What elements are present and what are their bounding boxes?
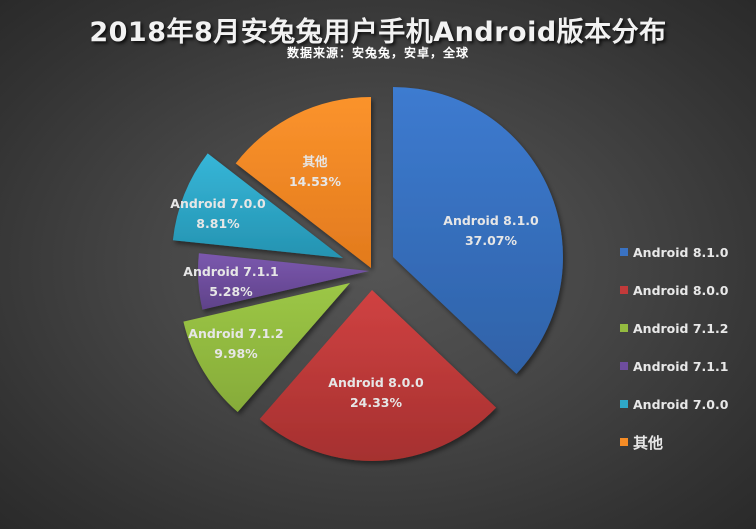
slice-label-pct: 37.07%	[464, 233, 518, 248]
slice-label-android-7-1-1: Android 7.1.1 5.28%	[183, 262, 278, 302]
legend-label: 其他	[633, 433, 664, 452]
slice-label-name: Android 7.1.1	[183, 264, 279, 279]
slice-android-8-1-0[interactable]	[393, 87, 563, 374]
legend-item-android-8-0-0[interactable]: Android 8.0.0	[620, 280, 728, 300]
legend-swatch-icon	[620, 362, 628, 370]
slice-label-pct: 9.98%	[214, 346, 258, 361]
legend-swatch-icon	[620, 248, 628, 256]
legend-label: Android 8.1.0	[633, 244, 729, 260]
slice-label-pct: 24.33%	[349, 395, 403, 410]
chart-title: 2018年8月安兔兔用户手机Android版本分布	[89, 17, 667, 48]
slice-android-8-0-0[interactable]	[259, 290, 497, 462]
slice-label-name: Android 8.0.0	[328, 375, 424, 390]
slice-label-name: 其他	[302, 154, 328, 169]
slice-android-7-0-0[interactable]	[172, 153, 343, 258]
slice-android-7-1-2[interactable]	[183, 283, 350, 412]
slice-label-android-7-0-0: Android 7.0.0 8.81%	[170, 194, 265, 234]
slice-label-android-7-1-2: Android 7.1.2 9.98%	[188, 324, 283, 364]
legend-item-android-7-1-2[interactable]: Android 7.1.2	[620, 318, 728, 338]
legend-swatch-icon	[620, 286, 628, 294]
legend-swatch-icon	[620, 324, 628, 332]
slice-label-name: Android 8.1.0	[443, 213, 539, 228]
slice-other[interactable]	[235, 96, 371, 268]
legend-label: Android 7.0.0	[633, 396, 729, 412]
slice-label-name: Android 7.0.0	[170, 196, 266, 211]
chart-subtitle: 数据来源：安兔兔，安卓，全球	[286, 46, 469, 60]
slice-label-pct: 14.53%	[288, 174, 342, 189]
slice-android-7-1-1[interactable]	[197, 253, 369, 310]
legend-label: Android 7.1.2	[633, 320, 729, 336]
slice-label-android-8-0-0: Android 8.0.0 24.33%	[328, 373, 423, 413]
legend-swatch-icon	[620, 438, 628, 446]
slice-label-other: 其他 14.53%	[289, 152, 341, 192]
slice-label-android-8-1-0: Android 8.1.0 37.07%	[443, 211, 538, 251]
legend-item-other[interactable]: 其他	[620, 432, 663, 452]
slice-label-name: Android 7.1.2	[188, 326, 284, 341]
slice-label-pct: 5.28%	[209, 284, 253, 299]
legend-item-android-8-1-0[interactable]: Android 8.1.0	[620, 242, 728, 262]
legend-item-android-7-0-0[interactable]: Android 7.0.0	[620, 394, 728, 414]
legend-label: Android 7.1.1	[633, 358, 729, 374]
legend-label: Android 8.0.0	[633, 282, 729, 298]
legend-item-android-7-1-1[interactable]: Android 7.1.1	[620, 356, 728, 376]
slice-label-pct: 8.81%	[196, 216, 240, 231]
legend-swatch-icon	[620, 400, 628, 408]
